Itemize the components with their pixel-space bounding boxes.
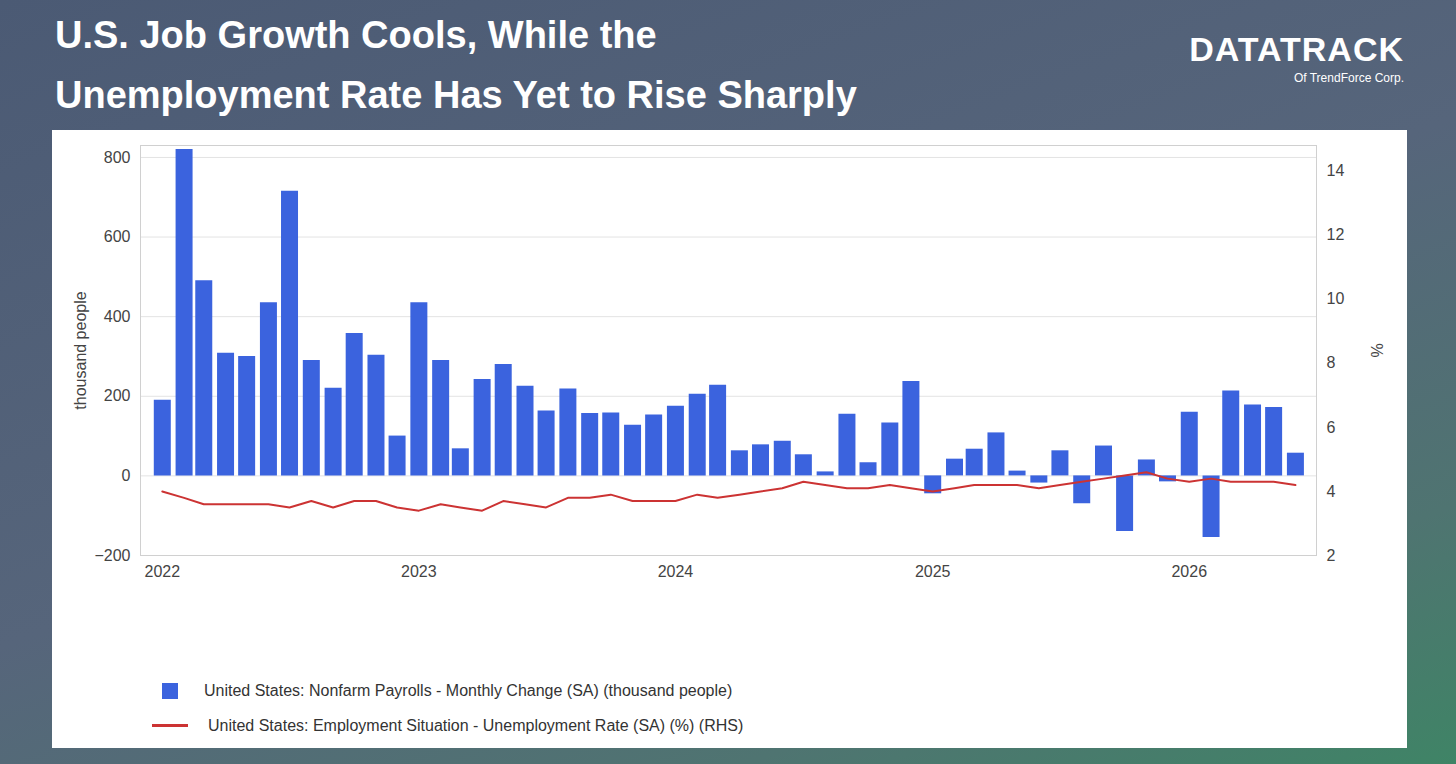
svg-text:thousand people: thousand people <box>72 291 89 409</box>
svg-text:800: 800 <box>104 149 131 166</box>
html-text:DATATRACK: DATATRACK <box>1189 30 1404 68</box>
svg-text:4: 4 <box>1327 483 1336 500</box>
svg-text:2022: 2022 <box>144 563 180 580</box>
svg-text:14: 14 <box>1327 162 1345 179</box>
svg-text:2026: 2026 <box>1171 563 1207 580</box>
svg-text:200: 200 <box>104 387 131 404</box>
svg-text:2: 2 <box>1327 547 1336 564</box>
svg-text:12: 12 <box>1327 226 1345 243</box>
svg-text:0: 0 <box>122 467 131 484</box>
html-text:United States: Employment Situ: United States: Employment Situation - Un… <box>208 716 744 734</box>
svg-text:600: 600 <box>104 228 131 245</box>
html-text:Of TrendForce Corp.: Of TrendForce Corp. <box>1294 71 1404 85</box>
svg-text:6: 6 <box>1327 418 1336 435</box>
svg-text:2025: 2025 <box>915 563 951 580</box>
svg-text:−200: −200 <box>94 547 130 564</box>
svg-text:8: 8 <box>1327 354 1336 371</box>
svg-text:2024: 2024 <box>658 563 694 580</box>
svg-text:10: 10 <box>1327 290 1345 307</box>
svg-text:2023: 2023 <box>401 563 437 580</box>
html-text:U.S. Job Growth Cools, While t: U.S. Job Growth Cools, While the Unemplo… <box>55 14 857 116</box>
svg-text:%: % <box>1369 343 1386 357</box>
html-text:United States: Nonfarm Payroll: United States: Nonfarm Payrolls - Monthl… <box>204 681 733 699</box>
svg-text:400: 400 <box>104 308 131 325</box>
